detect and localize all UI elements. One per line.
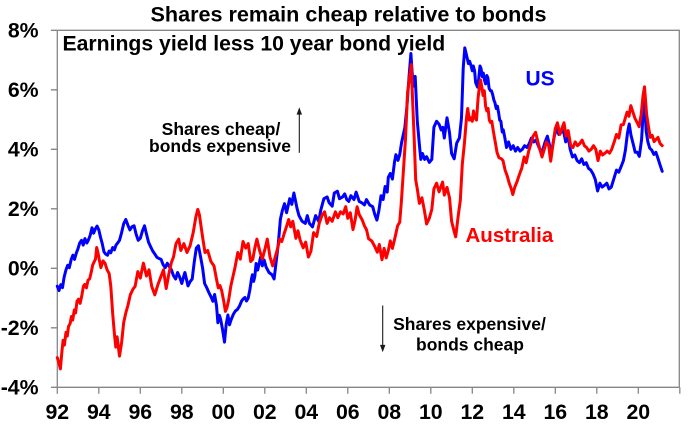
svg-text:4%: 4% — [8, 138, 39, 162]
svg-text:98: 98 — [170, 400, 194, 424]
svg-text:00: 00 — [211, 400, 235, 424]
svg-text:Shares expensive/: Shares expensive/ — [393, 314, 546, 334]
svg-text:bonds cheap: bonds cheap — [416, 335, 524, 355]
svg-text:08: 08 — [377, 400, 401, 424]
svg-text:6%: 6% — [8, 78, 39, 102]
svg-text:14: 14 — [502, 400, 526, 424]
svg-text:bonds expensive: bonds expensive — [149, 136, 291, 156]
svg-text:8%: 8% — [8, 19, 39, 43]
svg-text:Australia: Australia — [466, 224, 554, 247]
svg-text:16: 16 — [543, 400, 567, 424]
svg-text:20: 20 — [626, 400, 650, 424]
svg-text:18: 18 — [585, 400, 609, 424]
svg-text:96: 96 — [128, 400, 152, 424]
svg-text:10: 10 — [419, 400, 443, 424]
svg-text:94: 94 — [87, 400, 111, 424]
svg-text:-2%: -2% — [1, 316, 39, 340]
svg-text:0%: 0% — [8, 257, 39, 281]
svg-text:92: 92 — [45, 400, 69, 424]
svg-text:04: 04 — [294, 400, 318, 424]
svg-text:Earnings yield less 10 year bo: Earnings yield less 10 year bond yield — [63, 33, 446, 56]
svg-text:Shares remain cheap relative t: Shares remain cheap relative to bonds — [150, 2, 546, 27]
svg-text:2%: 2% — [8, 197, 39, 221]
svg-text:06: 06 — [336, 400, 360, 424]
svg-text:12: 12 — [460, 400, 484, 424]
svg-text:02: 02 — [253, 400, 277, 424]
svg-text:-4%: -4% — [1, 376, 39, 400]
svg-text:US: US — [526, 68, 555, 91]
svg-text:Shares cheap/: Shares cheap/ — [162, 119, 281, 139]
